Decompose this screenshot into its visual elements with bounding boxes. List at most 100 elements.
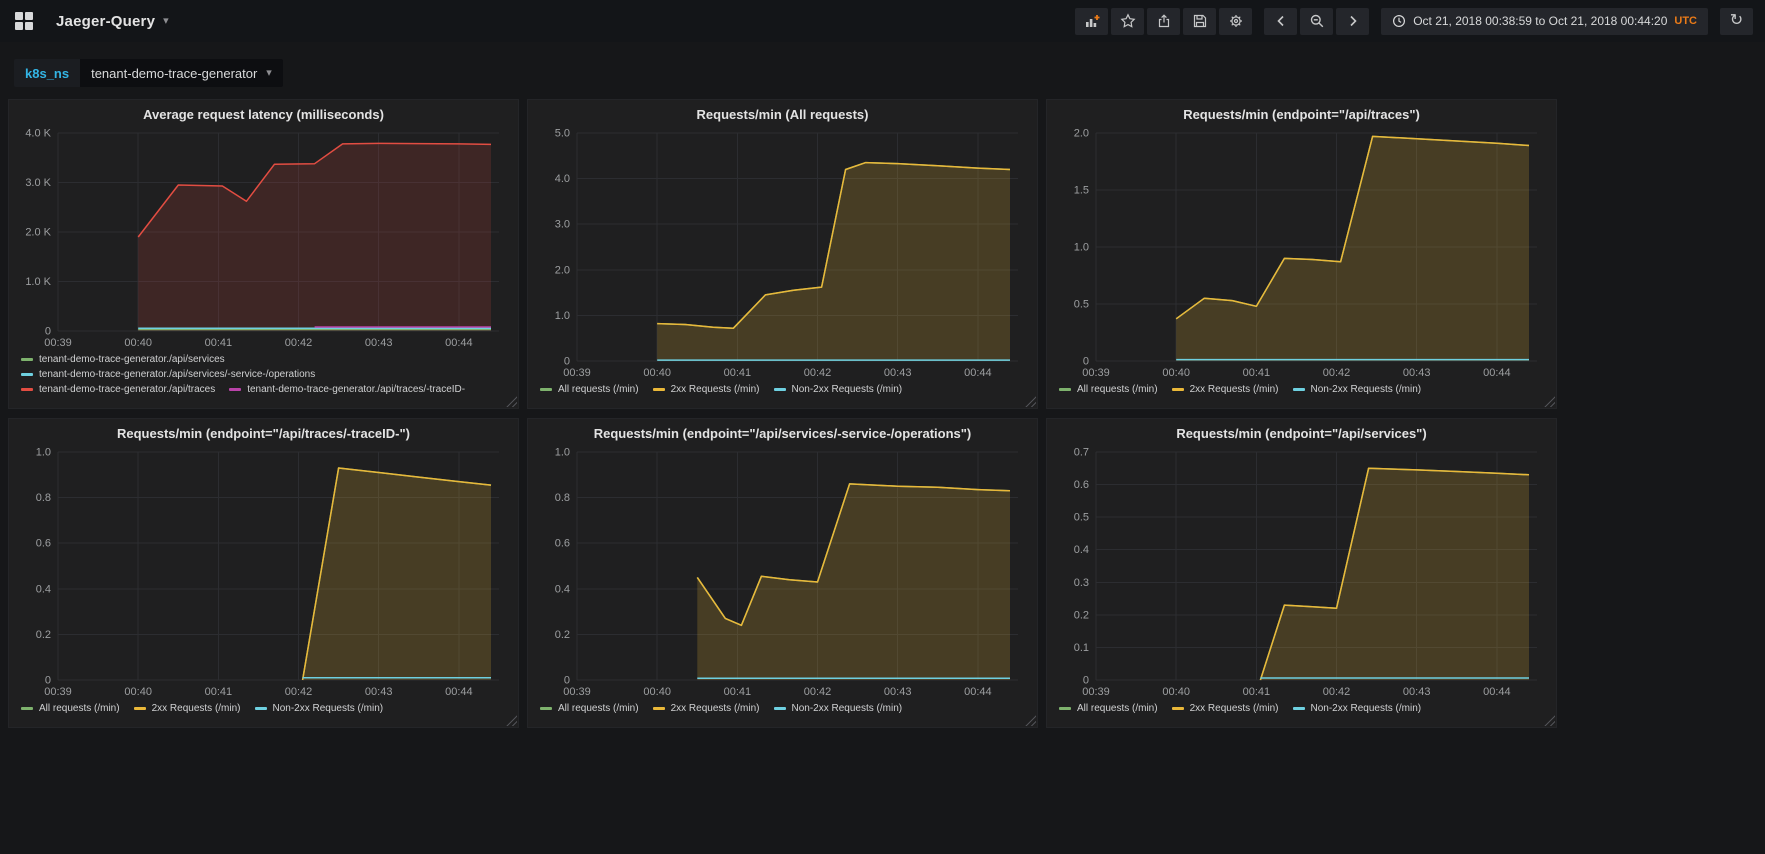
legend-label: Non-2xx Requests (/min) xyxy=(272,703,384,714)
legend: All requests (/min) 2xx Requests (/min) No… xyxy=(1047,700,1556,719)
panel-6: Requests/min (endpoint="/api/services") 0… xyxy=(1046,418,1557,728)
refresh-button[interactable]: ↻ xyxy=(1720,7,1753,35)
add-panel-icon xyxy=(1085,15,1100,27)
legend-item[interactable]: Non-2xx Requests (/min) xyxy=(773,701,902,716)
panel-title[interactable]: Requests/min (endpoint="/api/services/-s… xyxy=(593,426,972,441)
dashboard-grid: Average request latency (milliseconds) 00… xyxy=(8,99,1757,728)
legend-item[interactable]: Non-2xx Requests (/min) xyxy=(1292,701,1422,716)
share-dashboard-button[interactable] xyxy=(1147,7,1181,35)
panel-resize-handle[interactable] xyxy=(506,396,517,407)
y-axis-tick-label: 0.5 xyxy=(1074,299,1089,311)
legend-item[interactable]: 2xx Requests (/min) xyxy=(652,382,760,397)
legend-item[interactable]: tenant-demo-trace-generator./api/traces xyxy=(21,382,215,397)
legend-item[interactable]: Non-2xx Requests (/min) xyxy=(1292,382,1421,397)
panel-resize-handle[interactable] xyxy=(1025,396,1036,407)
caret-down-icon: ▾ xyxy=(163,14,169,27)
y-axis-tick-label: 2.0 xyxy=(555,264,570,276)
legend-item[interactable]: 2xx Requests (/min) xyxy=(133,701,241,716)
refresh-icon: ↻ xyxy=(1729,12,1744,29)
legend-color-dash xyxy=(133,707,146,710)
legend-item[interactable]: All requests (/min) xyxy=(21,701,120,716)
y-axis-tick-label: 2.0 xyxy=(1074,128,1089,140)
y-axis-tick-label: 0 xyxy=(1083,675,1089,687)
panel-2: Requests/min (All requests) 00:39 00:40 00:… xyxy=(527,99,1038,409)
legend-item[interactable]: All requests (/min) xyxy=(540,701,639,716)
series-area xyxy=(1260,468,1529,680)
time-back-button[interactable] xyxy=(1264,7,1298,35)
panel-resize-handle[interactable] xyxy=(1025,715,1036,726)
variable-value-dropdown[interactable]: tenant-demo-trace-generator ▾ xyxy=(80,59,283,87)
panel-title[interactable]: Requests/min (All requests) xyxy=(696,107,869,122)
chart-canvas-2[interactable]: 00:39 00:40 00:41 00:42 00:43 00:44 0 1.0 2.0 3.0… xyxy=(531,125,1032,381)
y-axis-tick-label: 0.4 xyxy=(1074,544,1089,556)
add-panel-button[interactable] xyxy=(1075,7,1109,35)
legend-item[interactable]: Non-2xx Requests (/min) xyxy=(254,701,384,716)
chart-canvas-3[interactable]: 00:39 00:40 00:41 00:42 00:43 00:44 0 0.5 1.0 1.5… xyxy=(1050,125,1551,381)
legend-item[interactable]: tenant-demo-trace-generator./api/service… xyxy=(21,367,315,382)
dashboard-title-dropdown[interactable]: Jaeger-Query ▾ xyxy=(48,13,177,30)
panel-1: Average request latency (milliseconds) 00… xyxy=(8,99,519,409)
caret-down-icon: ▾ xyxy=(266,66,272,79)
zoom-out-button[interactable] xyxy=(1300,7,1334,35)
legend-label: tenant-demo-trace-generator./api/service… xyxy=(39,354,225,365)
legend-item[interactable]: All requests (/min) xyxy=(540,382,639,397)
legend: All requests (/min) 2xx Requests (/min) No… xyxy=(9,700,518,719)
panel-resize-handle[interactable] xyxy=(1544,396,1555,407)
apps-grid-icon xyxy=(15,12,33,30)
panel-title[interactable]: Requests/min (endpoint="/api/services") xyxy=(1176,426,1427,441)
panel-title[interactable]: Requests/min (endpoint="/api/traces/-tra… xyxy=(117,426,410,441)
legend-label: tenant-demo-trace-generator./api/traces xyxy=(39,384,216,395)
chart-canvas-6[interactable]: 00:39 00:40 00:41 00:42 00:43 00:44 0 0.1 0.2 0.3… xyxy=(1050,444,1551,700)
series-area xyxy=(302,468,491,680)
time-forward-button[interactable] xyxy=(1336,7,1370,35)
settings-icon xyxy=(1229,15,1242,27)
x-axis-tick-label: 00:41 xyxy=(724,367,752,379)
submenu: k8s_ns tenant-demo-trace-generator ▾ xyxy=(0,42,1765,99)
legend-label: Non-2xx Requests (/min) xyxy=(1310,703,1422,714)
main-menu-button[interactable] xyxy=(0,0,48,42)
series-line xyxy=(1259,467,1530,681)
time-range-button[interactable]: Oct 21, 2018 00:38:59 to Oct 21, 2018 00… xyxy=(1381,7,1708,35)
x-axis-tick-label: 00:43 xyxy=(884,686,912,698)
series-line xyxy=(657,161,1011,329)
clock-icon xyxy=(1393,14,1406,28)
legend-color-dash xyxy=(773,388,786,391)
template-variable: k8s_ns tenant-demo-trace-generator ▾ xyxy=(14,59,283,87)
x-axis-tick-label: 00:39 xyxy=(563,367,591,379)
legend-item[interactable]: 2xx Requests (/min) xyxy=(1171,382,1279,397)
panel-title[interactable]: Requests/min (endpoint="/api/traces") xyxy=(1183,107,1420,122)
panel-resize-handle[interactable] xyxy=(1544,715,1555,726)
chart-canvas-4[interactable]: 00:39 00:40 00:41 00:42 00:43 00:44 0 0.2 0.4 0.6… xyxy=(12,444,513,700)
star-dashboard-button[interactable] xyxy=(1111,7,1145,35)
panel-title[interactable]: Average request latency (milliseconds) xyxy=(143,107,384,122)
y-axis-tick-label: 0.1 xyxy=(1074,642,1089,654)
legend-item[interactable]: 2xx Requests (/min) xyxy=(652,701,760,716)
x-axis-tick-label: 00:41 xyxy=(205,686,233,698)
chart-canvas-1[interactable]: 00:39 00:40 00:41 00:42 00:43 00:44 0 1.0 K 2.0 … xyxy=(12,125,513,351)
legend-item[interactable]: tenant-demo-trace-generator./api/service… xyxy=(21,352,225,367)
chevron-right-icon xyxy=(1350,15,1357,27)
series-line xyxy=(1175,135,1530,320)
legend-color-dash xyxy=(1171,388,1184,391)
legend-item[interactable]: tenant-demo-trace-generator./api/traces/… xyxy=(229,382,465,397)
legend-item[interactable]: All requests (/min) xyxy=(1059,701,1158,716)
dashboard-settings-button[interactable] xyxy=(1219,7,1253,35)
chart-canvas-5[interactable]: 00:39 00:40 00:41 00:42 00:43 00:44 0 0.2 0.4 0.6… xyxy=(531,444,1032,700)
x-axis-tick-label: 00:43 xyxy=(365,337,393,349)
save-dashboard-button[interactable] xyxy=(1183,7,1217,35)
legend-item[interactable]: Non-2xx Requests (/min) xyxy=(773,382,902,397)
x-axis-tick-label: 00:42 xyxy=(804,686,832,698)
y-axis-tick-label: 4.0 xyxy=(555,173,570,185)
legend-item[interactable]: All requests (/min) xyxy=(1059,382,1158,397)
panel-resize-handle[interactable] xyxy=(506,715,517,726)
y-axis-tick-label: 0.5 xyxy=(1074,512,1089,524)
y-axis-tick-label: 0 xyxy=(45,675,51,687)
legend-item[interactable]: 2xx Requests (/min) xyxy=(1171,701,1279,716)
y-axis-tick-label: 1.0 xyxy=(36,447,51,459)
navbar-left: Jaeger-Query ▾ xyxy=(0,0,177,42)
series-area xyxy=(657,162,1010,361)
y-axis-tick-label: 4.0 K xyxy=(25,128,51,140)
y-axis-tick-label: 0 xyxy=(45,326,51,338)
y-axis-tick-label: 0.4 xyxy=(36,583,51,595)
x-axis-tick-label: 00:39 xyxy=(44,686,72,698)
